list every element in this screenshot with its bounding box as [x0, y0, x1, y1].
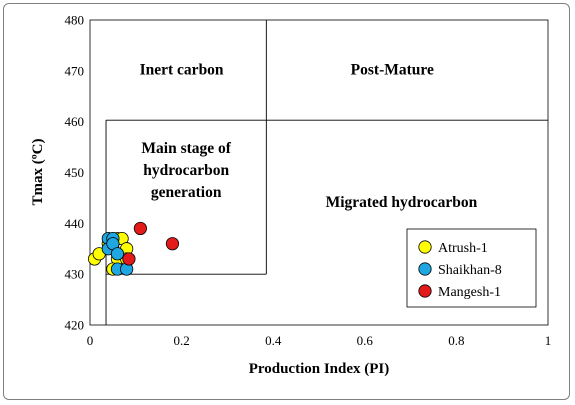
data-points — [87, 221, 180, 276]
x-tick-label: 0.6 — [357, 333, 374, 348]
y-axis-ticks: 420 430 440 450 460 470 480 — [65, 13, 85, 333]
legend-label: Shaikhan-8 — [438, 263, 502, 278]
chart-frame — [3, 3, 570, 400]
plot-area — [89, 19, 549, 326]
region-label-3: Migrated hydrocarbon — [326, 194, 478, 211]
legend-label: Mangesh-1 — [438, 285, 501, 300]
x-tick-label: 0 — [87, 333, 94, 348]
data-point-mangesh-1 — [165, 237, 180, 251]
x-tick-label: 0.8 — [448, 333, 464, 348]
data-point-mangesh-1 — [133, 221, 147, 236]
x-axis-ticks: 0 0.2 0.4 0.6 0.8 1 — [87, 333, 552, 348]
legend-marker — [418, 284, 432, 298]
region-label-0: Inert carbon — [140, 61, 224, 78]
y-tick-label: 430 — [65, 267, 85, 282]
legend-marker — [418, 262, 432, 276]
x-axis-title: Production Index (PI) — [249, 361, 390, 377]
region-labels: Inert carbon Post-Mature Main stage of hydr… — [140, 61, 478, 211]
y-tick-label: 460 — [65, 114, 85, 129]
x-tick-label: 0.4 — [265, 333, 282, 348]
y-tick-label: 480 — [65, 13, 85, 28]
legend-marker — [418, 240, 432, 254]
region-label-1: Post-Mature — [351, 61, 434, 78]
legend-label: Atrush-1 — [438, 241, 488, 256]
y-axis-title: Tmax (ºC) — [30, 138, 46, 205]
y-tick-label: 420 — [65, 318, 85, 333]
region-label-2: Main stage of hydrocarbon generation — [141, 140, 231, 201]
region-boundaries — [105, 20, 548, 325]
x-tick-label: 0.2 — [173, 333, 189, 348]
data-point-shaikhan-8 — [110, 247, 125, 261]
x-tick-label: 1 — [545, 333, 552, 348]
y-tick-label: 450 — [65, 165, 85, 180]
legend: Atrush-1 Shaikhan-8 Mangesh-1 — [406, 228, 537, 308]
y-tick-label: 440 — [65, 216, 85, 231]
y-tick-label: 470 — [65, 63, 85, 78]
data-point-mangesh-1 — [122, 252, 136, 266]
